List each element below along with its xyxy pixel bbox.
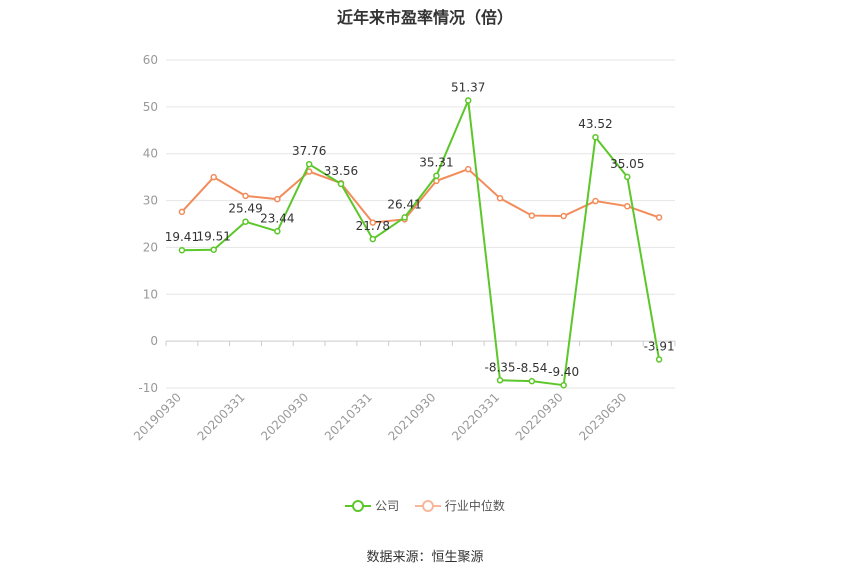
data-point-industry bbox=[560, 212, 567, 220]
data-point-company bbox=[592, 133, 599, 141]
legend-swatch-industry bbox=[414, 499, 441, 512]
y-tick-label: 20 bbox=[143, 240, 158, 254]
y-tick-label: 0 bbox=[150, 334, 158, 348]
data-point-company bbox=[274, 228, 281, 235]
data-point-industry bbox=[210, 173, 217, 181]
series-line-industry bbox=[181, 168, 660, 224]
data-label: 51.37 bbox=[451, 80, 485, 94]
legend-label-company: 公司 bbox=[375, 499, 400, 513]
legend-item-industry[interactable]: 行业中位数 bbox=[414, 497, 505, 514]
series-line-company bbox=[181, 96, 661, 387]
data-label: 33.56 bbox=[324, 164, 358, 178]
data-point-industry bbox=[496, 194, 504, 202]
data-label: -8.35 bbox=[485, 360, 516, 374]
data-label: -8.54 bbox=[516, 361, 547, 375]
data-label: 25.49 bbox=[228, 202, 262, 216]
data-point-company bbox=[401, 214, 408, 221]
data-label: 35.05 bbox=[610, 157, 644, 171]
data-point-company bbox=[369, 235, 377, 243]
data-label: -3.91 bbox=[644, 339, 675, 353]
x-tick-label: 20220930 bbox=[513, 390, 566, 443]
data-point-company bbox=[624, 173, 631, 181]
data-label: 43.52 bbox=[578, 117, 612, 131]
legend-label-industry: 行业中位数 bbox=[444, 499, 505, 513]
x-tick-label: 20190930 bbox=[131, 390, 184, 443]
y-tick-label: 10 bbox=[143, 287, 158, 301]
data-label: 19.41 bbox=[165, 230, 199, 244]
data-point-industry bbox=[624, 202, 631, 210]
y-tick-label: -10 bbox=[138, 381, 158, 395]
x-tick-label: 20200331 bbox=[195, 390, 248, 443]
data-point-industry bbox=[178, 208, 186, 216]
data-point-industry bbox=[369, 219, 377, 226]
legend: 公司 行业中位数 bbox=[0, 497, 850, 515]
data-point-company bbox=[560, 381, 567, 389]
legend-item-company[interactable]: 公司 bbox=[345, 497, 399, 514]
data-point-company bbox=[242, 218, 249, 225]
data-point-industry bbox=[655, 214, 663, 221]
data-point-industry bbox=[274, 195, 281, 203]
data-point-company bbox=[655, 356, 663, 363]
data-point-company bbox=[337, 180, 345, 188]
x-tick-label: 20210331 bbox=[322, 390, 375, 443]
data-point-industry bbox=[242, 192, 249, 200]
data-label: -9.40 bbox=[548, 365, 579, 379]
data-point-company bbox=[528, 377, 536, 385]
data-label: 37.76 bbox=[292, 144, 326, 158]
y-tick-label: 30 bbox=[143, 194, 158, 208]
data-source: 数据来源：恒生聚源 bbox=[366, 550, 484, 565]
data-point-industry bbox=[592, 197, 599, 205]
x-tick-label: 20210930 bbox=[385, 390, 438, 443]
data-point-company bbox=[496, 377, 504, 384]
series-layer bbox=[178, 96, 663, 389]
data-point-company bbox=[464, 97, 472, 104]
data-label: 35.31 bbox=[419, 156, 453, 170]
y-tick-label: 60 bbox=[143, 53, 158, 67]
x-tick-label: 20200930 bbox=[258, 390, 311, 443]
chart-title: 近年来市盈率情况（倍） bbox=[336, 8, 513, 27]
data-point-company bbox=[305, 160, 313, 168]
data-label: 23.44 bbox=[260, 211, 294, 225]
y-tick-label: 40 bbox=[143, 147, 158, 161]
data-point-industry bbox=[528, 212, 536, 219]
data-label: 21.78 bbox=[356, 219, 390, 233]
data-point-company bbox=[178, 246, 186, 254]
x-tick-label: 20230630 bbox=[576, 390, 629, 443]
legend-swatch-company bbox=[345, 499, 372, 512]
data-point-company bbox=[433, 172, 440, 179]
data-label: 26.41 bbox=[387, 197, 421, 211]
y-tick-label: 50 bbox=[143, 100, 158, 114]
x-tick-label: 20220331 bbox=[449, 390, 502, 443]
data-point-industry bbox=[464, 165, 472, 173]
data-point-company bbox=[210, 246, 217, 253]
data-label: 19.51 bbox=[197, 230, 231, 244]
